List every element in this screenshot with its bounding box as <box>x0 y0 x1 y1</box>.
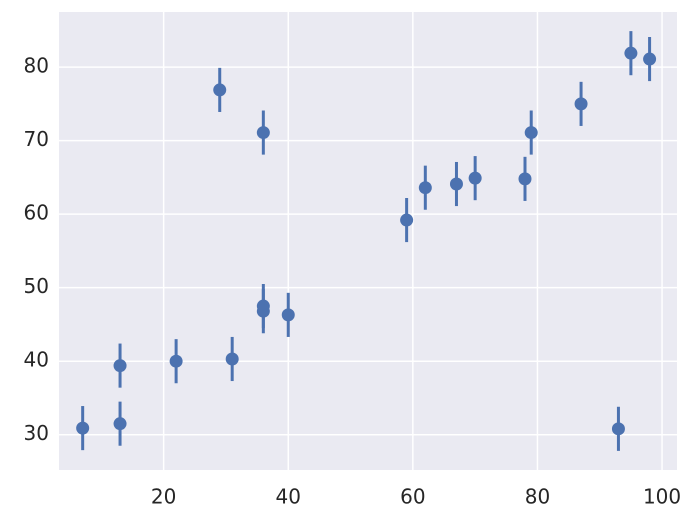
y-tick-label: 80 <box>24 54 49 78</box>
point <box>256 304 270 318</box>
point <box>256 126 270 140</box>
x-tick-label: 20 <box>151 485 176 509</box>
point <box>574 97 588 111</box>
x-tick-label: 80 <box>525 485 550 509</box>
point <box>449 177 463 191</box>
point <box>76 421 90 435</box>
x-tick-label: 40 <box>276 485 301 509</box>
y-tick-label: 40 <box>24 348 49 372</box>
y-tick-label: 70 <box>24 127 49 151</box>
point <box>611 422 625 436</box>
plot-area <box>59 12 677 470</box>
y-tick-label: 30 <box>24 421 49 445</box>
point <box>225 352 239 366</box>
point <box>213 83 227 97</box>
point <box>400 213 414 227</box>
point <box>643 52 657 66</box>
point <box>113 417 127 431</box>
point <box>281 308 295 322</box>
point <box>113 359 127 373</box>
point <box>518 172 532 186</box>
x-tick-label: 100 <box>643 485 681 509</box>
point <box>524 126 538 140</box>
y-tick-label: 50 <box>24 274 49 298</box>
point <box>418 181 432 195</box>
x-tick-label: 60 <box>400 485 425 509</box>
point <box>468 171 482 185</box>
y-tick-label: 60 <box>24 201 49 225</box>
point <box>169 354 183 368</box>
point <box>624 46 638 60</box>
